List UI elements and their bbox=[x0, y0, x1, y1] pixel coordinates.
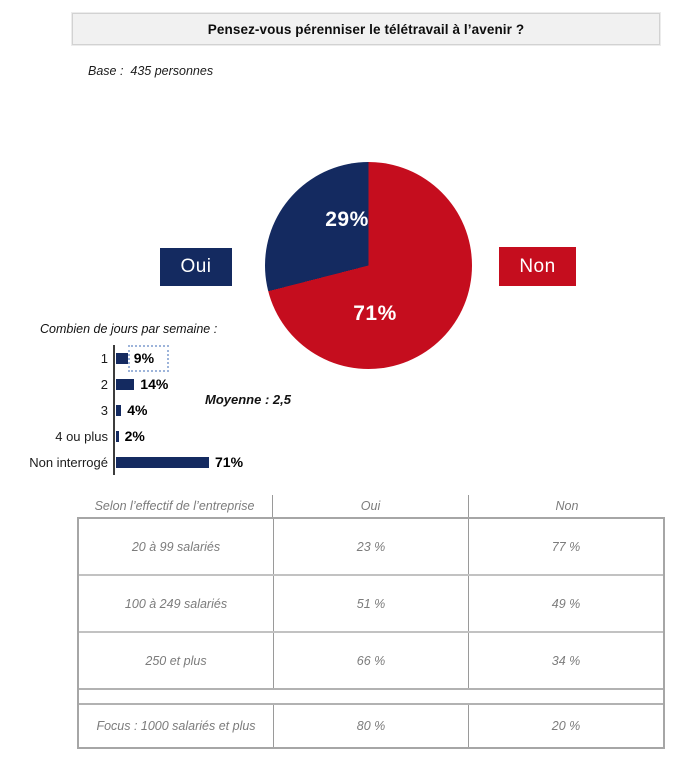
table-cell: 49 % bbox=[551, 596, 581, 611]
bar-chart: 1 9% 2 14% 3 4% 4 ou plus 2% bbox=[17, 345, 243, 475]
bar bbox=[116, 404, 122, 416]
bar-axis: 71% bbox=[113, 449, 243, 475]
table-cell: 80 % bbox=[274, 705, 469, 747]
legend-oui: Oui bbox=[160, 248, 232, 286]
bar bbox=[116, 352, 128, 364]
table-cell: 20 % bbox=[551, 719, 581, 733]
bar bbox=[116, 456, 209, 468]
bar-category-label: 3 bbox=[100, 402, 108, 418]
bar-chart-title: Combien de jours par semaine : bbox=[40, 322, 218, 336]
bar-axis: 4% bbox=[113, 397, 147, 423]
bar-value-label: 9% bbox=[133, 350, 155, 366]
pie-chart: 29% 71% bbox=[265, 162, 472, 369]
table-row: 100 à 249 salariés 51 % 49 % bbox=[79, 574, 663, 631]
table-cell: 100 à 249 salariés bbox=[79, 576, 274, 631]
legend-non-label: Non bbox=[519, 255, 556, 277]
title-box: Pensez-vous pérenniser le télétravail à … bbox=[71, 12, 661, 46]
bar-category-label: 1 bbox=[100, 350, 108, 366]
bar-row: 2 14% bbox=[17, 371, 243, 397]
table-header-cell: Oui bbox=[273, 495, 469, 517]
results-table: Selon l’effectif de l’entreprise Oui Non… bbox=[77, 495, 665, 749]
page-title: Pensez-vous pérenniser le télétravail à … bbox=[207, 21, 525, 37]
table-cell: 23 % bbox=[274, 519, 469, 574]
bar-category-label: 2 bbox=[100, 376, 108, 392]
bar bbox=[116, 430, 119, 442]
table-row: 250 et plus 66 % 34 % bbox=[79, 631, 663, 688]
bar bbox=[116, 378, 135, 390]
bar-category-label: 4 ou plus bbox=[55, 428, 108, 444]
table-cell: 51 % bbox=[274, 576, 469, 631]
table-cell: 66 % bbox=[274, 633, 469, 688]
bar-axis: 9% bbox=[113, 345, 154, 371]
table-header-row: Selon l’effectif de l’entreprise Oui Non bbox=[77, 495, 665, 517]
pie-slice-label-non: 71% bbox=[353, 302, 397, 325]
table-spacer-row bbox=[79, 688, 663, 705]
table-row: 20 à 99 salariés 23 % 77 % bbox=[79, 519, 663, 574]
bar-row: 3 4% bbox=[17, 397, 243, 423]
base-note: Base : 435 personnes bbox=[88, 64, 214, 78]
table-header-cell: Selon l’effectif de l’entreprise bbox=[77, 495, 273, 517]
legend-non: Non bbox=[499, 247, 576, 286]
legend-oui-label: Oui bbox=[180, 256, 212, 277]
pie-slice-label-oui: 29% bbox=[325, 208, 369, 231]
bar-row: Non interrogé 71% bbox=[17, 449, 243, 475]
bar-value-label: 14% bbox=[140, 376, 169, 392]
table-body: 20 à 99 salariés 23 % 77 % 100 à 249 sal… bbox=[77, 517, 665, 749]
bar-value-label: 4% bbox=[127, 402, 148, 418]
bar-row: 4 ou plus 2% bbox=[17, 423, 243, 449]
average-note: Moyenne : 2,5 bbox=[205, 392, 291, 407]
bar-value-label: 71% bbox=[215, 454, 244, 470]
bar-axis: 14% bbox=[113, 371, 168, 397]
table-cell: 20 à 99 salariés bbox=[79, 519, 274, 574]
table-header-cell: Non bbox=[555, 499, 579, 513]
table-cell: Focus : 1000 salariés et plus bbox=[79, 705, 274, 747]
bar-value-label: 2% bbox=[124, 428, 145, 444]
table-cell: 77 % bbox=[551, 539, 581, 554]
bar-row: 1 9% bbox=[17, 345, 243, 371]
table-focus-row: Focus : 1000 salariés et plus 80 % 20 % bbox=[79, 705, 663, 747]
table-cell: 250 et plus bbox=[79, 633, 274, 688]
bar-axis: 2% bbox=[113, 423, 145, 449]
table-cell: 34 % bbox=[551, 653, 581, 668]
bar-category-label: Non interrogé bbox=[29, 454, 108, 470]
